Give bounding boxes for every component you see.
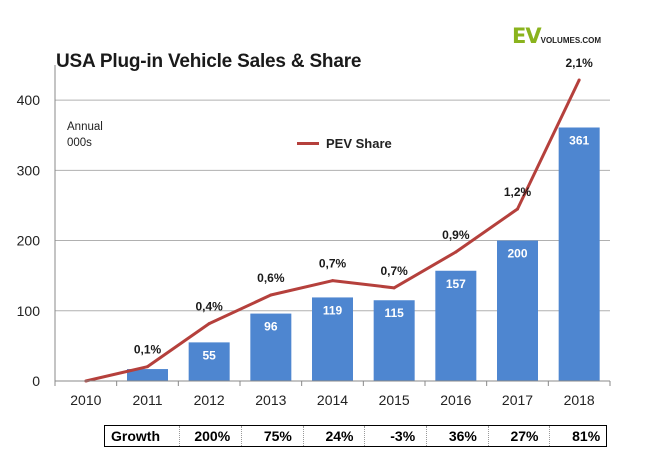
growth-value-2014: 24% — [325, 428, 354, 444]
x-tick-label: 2013 — [255, 392, 286, 408]
bar-2018 — [558, 127, 600, 382]
growth-value-2016: 36% — [448, 428, 477, 444]
pev-share-label: 0,7% — [380, 264, 408, 278]
pev-share-point — [146, 365, 149, 369]
pev-share-label: 0,7% — [319, 257, 347, 271]
growth-cell-divider — [179, 426, 181, 446]
legend-pev-share-swatch — [297, 142, 319, 145]
growth-value-2018: 81% — [572, 428, 601, 444]
units-label-line-1: Annual — [67, 121, 103, 133]
pev-share-point — [392, 286, 396, 290]
y-tick-label: 200 — [17, 233, 41, 249]
y-tick-label: 300 — [17, 162, 41, 178]
pev-share-label: 0,1% — [134, 343, 162, 357]
pev-share-point — [454, 250, 458, 254]
pev-share-label: 0,6% — [257, 271, 285, 285]
growth-cell-divider — [302, 426, 304, 446]
logo-volumes-text: VOLUMES.COM — [540, 36, 602, 45]
pev-share-label: 2,1% — [565, 56, 593, 70]
bar-2016 — [435, 270, 477, 381]
bar-2012 — [188, 342, 230, 381]
pev-share-point — [516, 207, 519, 211]
bar-value-label: 96 — [264, 320, 278, 334]
x-tick-label: 2017 — [502, 392, 533, 408]
growth-cell-divider — [241, 426, 242, 446]
units-label: Annual 000s — [67, 119, 103, 151]
pev-share-point — [577, 78, 581, 82]
growth-cell-divider — [364, 426, 366, 446]
bar-value-label: 157 — [446, 277, 466, 291]
growth-cell-divider — [549, 426, 551, 446]
evvolumes-logo: EVVOLUMES.COM — [512, 24, 601, 48]
pev-share-label: 1,2% — [504, 185, 532, 199]
chart-title: USA Plug-in Vehicle Sales & Share — [56, 51, 362, 72]
units-label-line-2: 000s — [67, 137, 92, 149]
growth-value-2013: 75% — [263, 428, 292, 444]
bar-value-label: 361 — [569, 133, 589, 147]
growth-value-2017: 27% — [510, 428, 539, 444]
pev-share-point — [331, 279, 334, 283]
x-tick-label: 2010 — [70, 392, 101, 408]
growth-table: Growth 200% 75% 24% -3% 36% 27% 81% — [104, 425, 607, 447]
bar-2013 — [250, 313, 292, 381]
growth-cell-divider — [426, 426, 427, 446]
legend-pev-share-label: PEV Share — [326, 136, 392, 151]
growth-header: Growth — [111, 428, 160, 444]
bar-2014 — [312, 297, 353, 381]
y-tick-label: 0 — [32, 373, 40, 389]
bar-2017 — [497, 240, 538, 381]
bar-value-label: 119 — [323, 303, 343, 317]
x-tick-label: 2012 — [194, 392, 225, 408]
pev-share-point — [269, 293, 273, 297]
growth-value-2015: -3% — [390, 428, 416, 444]
pev-share-label: 0,4% — [195, 300, 223, 314]
legend: PEV Share — [297, 136, 392, 151]
x-tick-label: 2018 — [564, 392, 595, 408]
bar-2015 — [373, 300, 415, 381]
x-tick-label: 2016 — [440, 392, 471, 408]
pev-share-point — [207, 322, 211, 326]
bar-value-label: 200 — [507, 247, 527, 261]
growth-value-2012: 200% — [194, 428, 231, 444]
pev-share-label: 0,9% — [442, 228, 470, 242]
growth-cell-divider — [487, 426, 489, 446]
logo-ev-text: EV — [512, 24, 542, 48]
bar-2011 — [127, 369, 168, 381]
bar-value-label: 55 — [202, 348, 216, 362]
x-tick-label: 2014 — [317, 392, 348, 408]
x-tick-label: 2015 — [379, 392, 410, 408]
bar-value-label: 115 — [384, 306, 404, 320]
y-tick-label: 100 — [17, 303, 41, 319]
x-tick-label: 2011 — [132, 392, 162, 408]
y-tick-label: 400 — [17, 92, 41, 108]
